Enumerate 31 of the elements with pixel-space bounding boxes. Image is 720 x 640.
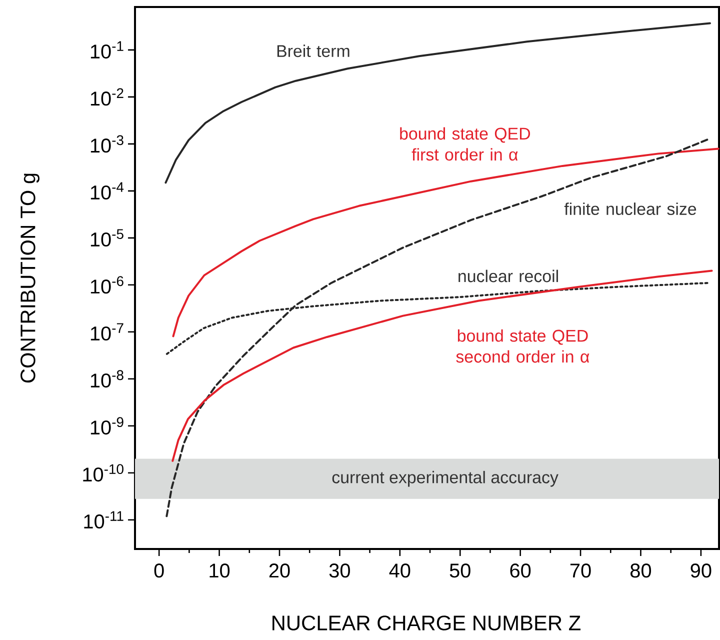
x-tick-label: 0: [154, 564, 164, 578]
series-label: Breit term: [277, 44, 350, 58]
y-tick-label: 10$^{-11}$: [84, 511, 124, 529]
y-tick-label: 10$^{-9}$: [90, 417, 124, 435]
x-tick-label: 10: [210, 564, 230, 578]
x-axis-title: NUCLEAR CHARGE NUMBER Z: [272, 616, 580, 630]
y-tick-label: 10$^{-5}$: [90, 229, 124, 247]
x-tick-label: 40: [389, 564, 410, 578]
x-tick-label: 80: [630, 564, 652, 578]
y-tick-label: 10$^{-6}$: [90, 276, 124, 294]
x-tick-label: 60: [510, 564, 531, 578]
series-label: bound state QED second order in α: [456, 329, 590, 363]
x-tick-label: 50: [450, 564, 470, 578]
y-tick-label: 10$^{-3}$: [90, 135, 124, 153]
band-label: current experimental accuracy: [332, 470, 558, 487]
y-tick-label: 10$^{-1}$: [90, 41, 124, 59]
x-tick-label: 90: [690, 564, 712, 578]
line-series: [172, 270, 713, 462]
series-label: finite nuclear size: [564, 202, 696, 216]
x-tick-label: 30: [329, 564, 350, 578]
y-tick-label: 10$^{-8}$: [90, 370, 124, 388]
y-tick-label: 10$^{-10}$: [83, 464, 124, 482]
y-tick-label: 10$^{-2}$: [90, 88, 124, 106]
x-tick-label: 20: [269, 564, 290, 578]
y-tick-label: 10$^{-4}$: [90, 182, 124, 200]
series-label: bound state QED first order in α: [400, 127, 530, 161]
series-label: nuclear recoil: [458, 270, 558, 282]
y-tick-label: 10$^{-7}$: [90, 323, 124, 341]
line-series: [164, 22, 711, 184]
y-axis-title: CONTRIBUTION TO g: [20, 174, 40, 383]
x-tick-label: 70: [570, 564, 591, 578]
